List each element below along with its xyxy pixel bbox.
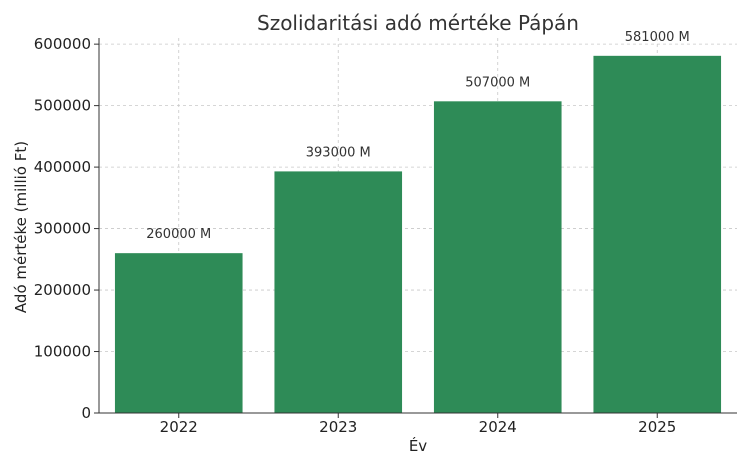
x-tick-label: 2024: [479, 418, 517, 436]
data-label-2023: 393000 M: [306, 145, 371, 160]
chart-title: Szolidaritási adó mértéke Pápán: [257, 11, 579, 35]
y-tick-label: 100000: [34, 343, 91, 361]
y-tick-label: 500000: [34, 97, 91, 115]
x-tick-label: 2025: [638, 418, 676, 436]
ticks-layer: 0 100000 200000 300000 400000 500000 600000 202…: [34, 35, 677, 436]
data-label-2024: 507000 M: [465, 75, 530, 90]
data-label-2025: 581000 M: [625, 30, 690, 45]
bar-2023: [274, 171, 403, 413]
bars-layer: [114, 55, 722, 413]
y-axis-title: Adó mértéke (millió Ft): [12, 141, 30, 313]
data-label-2022: 260000 M: [146, 227, 211, 242]
y-tick-label: 200000: [34, 281, 91, 299]
x-tick-label: 2023: [319, 418, 357, 436]
y-tick-label: 400000: [34, 158, 91, 176]
y-tick-label: 0: [81, 404, 91, 422]
bar-2025: [593, 55, 722, 413]
data-labels-layer: 260000 M 393000 M 507000 M 581000 M: [146, 30, 689, 242]
bar-2024: [433, 101, 562, 413]
x-tick-label: 2022: [160, 418, 198, 436]
bar-2022: [114, 253, 243, 413]
x-axis-title: Év: [409, 436, 427, 455]
axes-layer: [98, 38, 737, 414]
y-tick-label: 300000: [34, 220, 91, 238]
y-tick-label: 600000: [34, 35, 91, 53]
